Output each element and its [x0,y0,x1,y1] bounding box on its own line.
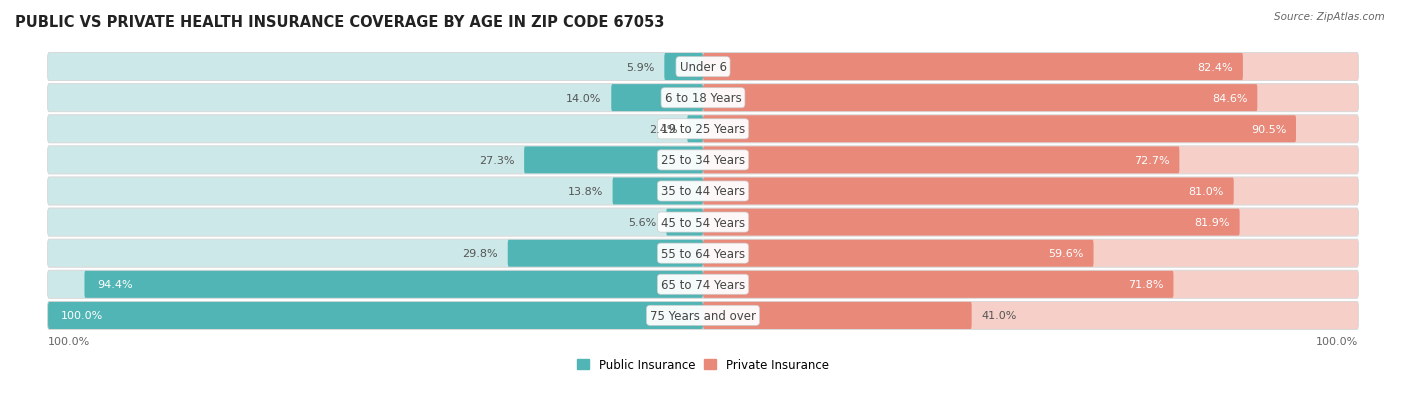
FancyBboxPatch shape [703,54,1243,81]
FancyBboxPatch shape [703,302,1358,329]
FancyBboxPatch shape [703,116,1358,143]
Text: 25 to 34 Years: 25 to 34 Years [661,154,745,167]
FancyBboxPatch shape [48,85,703,112]
FancyBboxPatch shape [48,209,1358,237]
FancyBboxPatch shape [524,147,703,174]
FancyBboxPatch shape [508,240,703,267]
Text: 71.8%: 71.8% [1128,280,1164,290]
Text: 55 to 64 Years: 55 to 64 Years [661,247,745,260]
Text: 94.4%: 94.4% [97,280,134,290]
Text: 81.9%: 81.9% [1194,218,1230,228]
Text: 65 to 74 Years: 65 to 74 Years [661,278,745,291]
FancyBboxPatch shape [703,178,1358,205]
FancyBboxPatch shape [703,240,1094,267]
FancyBboxPatch shape [703,85,1257,112]
FancyBboxPatch shape [613,178,703,205]
FancyBboxPatch shape [48,116,703,143]
FancyBboxPatch shape [703,271,1358,298]
Text: Source: ZipAtlas.com: Source: ZipAtlas.com [1274,12,1385,22]
Text: 84.6%: 84.6% [1212,93,1247,104]
FancyBboxPatch shape [48,178,1358,206]
Text: 45 to 54 Years: 45 to 54 Years [661,216,745,229]
FancyBboxPatch shape [48,240,1358,268]
FancyBboxPatch shape [703,116,1296,143]
FancyBboxPatch shape [48,178,703,205]
Text: 72.7%: 72.7% [1133,156,1170,166]
FancyBboxPatch shape [688,116,703,143]
FancyBboxPatch shape [612,85,703,112]
Text: 59.6%: 59.6% [1049,249,1084,259]
FancyBboxPatch shape [666,209,703,236]
FancyBboxPatch shape [84,271,703,298]
FancyBboxPatch shape [48,240,703,267]
FancyBboxPatch shape [703,209,1240,236]
FancyBboxPatch shape [703,147,1358,174]
FancyBboxPatch shape [703,209,1358,236]
FancyBboxPatch shape [48,54,1358,81]
Text: 5.6%: 5.6% [628,218,657,228]
Text: 100.0%: 100.0% [48,336,90,346]
FancyBboxPatch shape [665,54,703,81]
Text: 27.3%: 27.3% [479,156,515,166]
FancyBboxPatch shape [703,54,1358,81]
Text: 5.9%: 5.9% [626,62,655,72]
Text: 82.4%: 82.4% [1198,62,1233,72]
FancyBboxPatch shape [48,209,703,236]
FancyBboxPatch shape [703,271,1174,298]
Text: 29.8%: 29.8% [463,249,498,259]
Text: Under 6: Under 6 [679,61,727,74]
Text: 35 to 44 Years: 35 to 44 Years [661,185,745,198]
Legend: Public Insurance, Private Insurance: Public Insurance, Private Insurance [572,353,834,375]
FancyBboxPatch shape [48,301,1358,330]
Text: 75 Years and over: 75 Years and over [650,309,756,322]
FancyBboxPatch shape [48,302,703,329]
Text: 90.5%: 90.5% [1251,124,1286,135]
FancyBboxPatch shape [703,147,1180,174]
FancyBboxPatch shape [48,271,1358,299]
Text: 14.0%: 14.0% [567,93,602,104]
FancyBboxPatch shape [48,54,703,81]
Text: 41.0%: 41.0% [981,311,1017,320]
Text: 2.4%: 2.4% [650,124,678,135]
Text: 100.0%: 100.0% [60,311,103,320]
Text: 100.0%: 100.0% [1316,336,1358,346]
FancyBboxPatch shape [48,147,1358,174]
FancyBboxPatch shape [703,85,1358,112]
FancyBboxPatch shape [703,178,1233,205]
FancyBboxPatch shape [48,85,1358,112]
FancyBboxPatch shape [48,116,1358,143]
FancyBboxPatch shape [48,302,703,329]
FancyBboxPatch shape [48,271,703,298]
Text: PUBLIC VS PRIVATE HEALTH INSURANCE COVERAGE BY AGE IN ZIP CODE 67053: PUBLIC VS PRIVATE HEALTH INSURANCE COVER… [15,15,665,30]
Text: 13.8%: 13.8% [568,187,603,197]
FancyBboxPatch shape [703,302,972,329]
Text: 81.0%: 81.0% [1188,187,1223,197]
FancyBboxPatch shape [48,147,703,174]
Text: 6 to 18 Years: 6 to 18 Years [665,92,741,105]
Text: 19 to 25 Years: 19 to 25 Years [661,123,745,136]
FancyBboxPatch shape [703,240,1358,267]
